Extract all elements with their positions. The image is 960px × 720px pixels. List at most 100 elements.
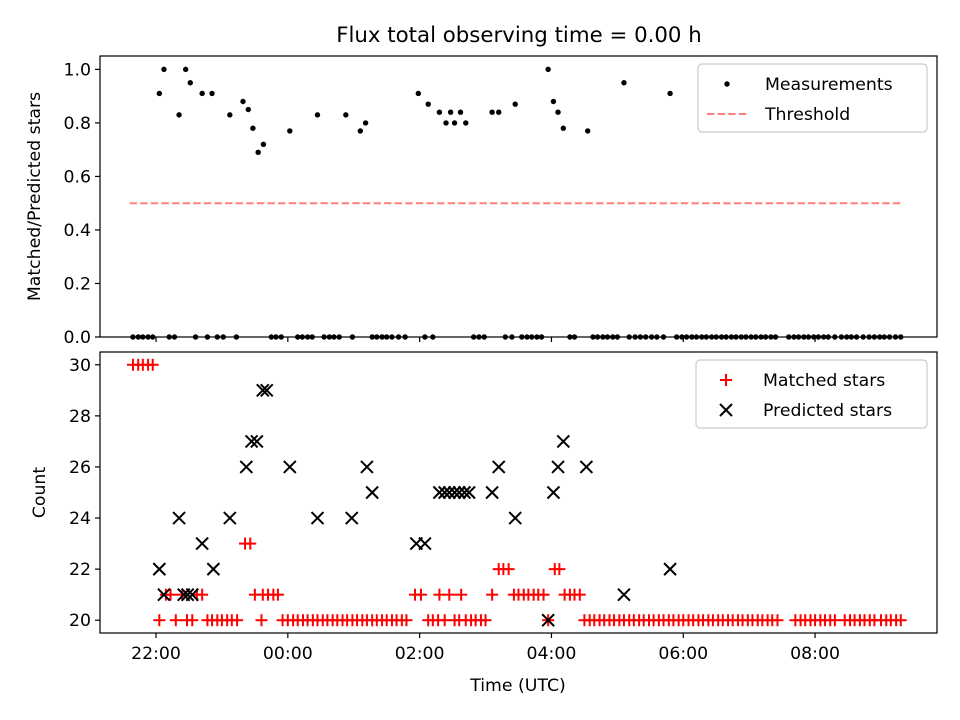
measurement-point <box>425 101 431 107</box>
y-tick-label: 0.8 <box>64 114 91 134</box>
matched-star-marker <box>573 588 586 601</box>
matched-star-marker <box>146 358 159 371</box>
matched-star-marker <box>486 588 499 601</box>
predicted-star-marker <box>617 587 631 602</box>
predicted-star-marker <box>223 511 237 525</box>
measurement-point <box>550 98 557 105</box>
predicted-star-marker <box>250 434 264 449</box>
ratio-axes-frame <box>99 55 938 338</box>
predicted-star-marker <box>541 613 555 627</box>
measurement-point <box>240 98 246 105</box>
predicted-star-marker <box>180 587 195 602</box>
y-tick-label: 0.6 <box>64 167 91 187</box>
count-y-axis-label: Count <box>30 467 50 519</box>
measurement-point <box>357 128 364 134</box>
measurement-point <box>436 109 443 115</box>
matched-star-marker <box>400 614 413 627</box>
predicted-star-marker <box>172 511 186 525</box>
measurement-point <box>161 66 167 73</box>
legend-label-predicted: Predicted stars <box>763 401 892 421</box>
measurement-point <box>260 141 267 148</box>
predicted-star-marker <box>442 485 457 500</box>
measurement-point <box>585 128 591 134</box>
matched-star-marker <box>169 614 182 627</box>
y-tick-label: 26 <box>69 458 91 478</box>
predicted-star-marker <box>152 562 167 576</box>
measurement-point <box>209 90 215 97</box>
y-tick-label: 28 <box>69 407 91 427</box>
count-axes-frame <box>99 351 938 634</box>
measurement-point <box>314 112 321 118</box>
measurement-point <box>156 90 163 97</box>
matched-star-marker <box>479 614 492 627</box>
matched-star-marker <box>255 614 268 627</box>
ratio-legend-box <box>697 63 928 133</box>
predicted-star-marker <box>244 434 259 449</box>
y-tick-label: 0.2 <box>64 274 91 294</box>
count-x-axis: 22:00 00:00 02:00 04:00 06:00 08:00 <box>131 633 840 664</box>
predicted-star-marker <box>556 434 571 449</box>
measurement-point <box>555 109 561 115</box>
legend-marker-measurements <box>724 81 730 87</box>
measurement-point <box>245 106 251 113</box>
measurement-point <box>362 120 369 126</box>
measurement-point <box>512 101 518 107</box>
count-legend: Matched stars Predicted stars <box>695 359 928 429</box>
predicted-star-marker <box>432 485 447 500</box>
measurement-point <box>489 109 495 115</box>
x-tick-label: 04:00 <box>527 644 577 664</box>
measurement-point <box>227 112 233 118</box>
matched-star-marker <box>186 614 199 627</box>
matched-star-marker <box>894 614 907 627</box>
measurement-point <box>443 120 449 126</box>
measurement-point <box>176 112 182 118</box>
x-tick-label: 22:00 <box>131 644 181 664</box>
matched-star-marker <box>443 588 456 601</box>
y-tick-label: 24 <box>69 509 91 529</box>
predicted-star-marker <box>551 460 565 474</box>
measurement-point <box>187 80 193 86</box>
measurement-point <box>457 109 464 115</box>
legend-marker-matched <box>720 374 732 386</box>
matched-star-marker <box>153 614 166 627</box>
legend-label-threshold: Threshold <box>764 105 850 125</box>
legend-marker-predicted <box>719 403 733 417</box>
measurement-point <box>447 109 454 115</box>
matched-star-marker <box>196 588 209 601</box>
count-y-axis: 20 22 24 26 28 30 <box>69 356 100 631</box>
predicted-star-marker <box>452 485 466 500</box>
measurement-point <box>415 90 422 97</box>
predicted-star-marker <box>206 562 221 576</box>
predicted-star-marker <box>663 562 677 576</box>
predicted-star-marker <box>437 485 452 500</box>
measurement-point <box>182 66 189 73</box>
matched-star-marker <box>244 537 257 550</box>
predicted-star-marker <box>239 460 254 474</box>
y-tick-label: 22 <box>69 560 91 580</box>
x-tick-label: 08:00 <box>790 644 840 664</box>
matched-star-marker <box>231 614 244 627</box>
count-panel: 20 22 24 26 28 30 22:00 00:00 02:00 04:00 06:00 08… <box>30 351 938 696</box>
matched-star-marker <box>771 614 784 627</box>
ratio-y-axis-label: Matched/Predicted stars <box>25 92 45 301</box>
predicted-star-marker <box>457 485 472 500</box>
predicted-star-marker <box>462 485 476 500</box>
count-plot-area <box>126 358 907 627</box>
measurement-point <box>250 125 256 131</box>
ratio-y-axis: 0.0 0.2 0.4 0.6 0.8 1.0 <box>64 60 100 348</box>
legend-label-matched: Matched stars <box>763 371 885 391</box>
measurement-point <box>255 149 261 156</box>
measurement-point <box>287 128 293 134</box>
measurement-point <box>667 90 673 97</box>
measurement-point <box>496 109 502 115</box>
y-tick-label: 1.0 <box>64 60 91 80</box>
measurement-point <box>463 120 469 126</box>
predicted-star-marker <box>185 587 199 602</box>
predicted-star-marker <box>546 485 561 500</box>
predicted-star-marker <box>256 383 270 398</box>
x-tick-label: 02:00 <box>395 644 445 664</box>
count-legend-box <box>695 359 928 429</box>
predicted-star-marker <box>447 485 462 500</box>
predicted-star-marker <box>157 587 171 602</box>
